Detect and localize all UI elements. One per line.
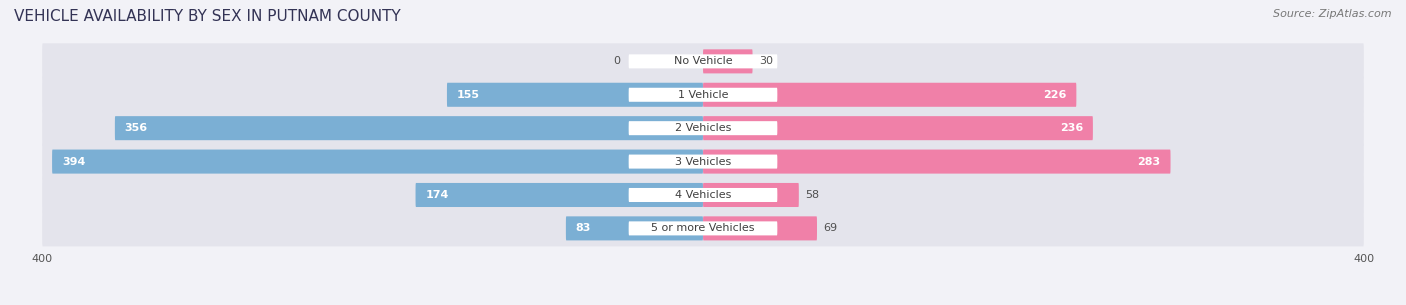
FancyBboxPatch shape xyxy=(628,155,778,169)
Legend: Male, Female: Male, Female xyxy=(641,301,765,305)
Text: 236: 236 xyxy=(1060,123,1083,133)
FancyBboxPatch shape xyxy=(42,110,1364,146)
FancyBboxPatch shape xyxy=(628,188,778,202)
FancyBboxPatch shape xyxy=(628,121,778,135)
Text: VEHICLE AVAILABILITY BY SEX IN PUTNAM COUNTY: VEHICLE AVAILABILITY BY SEX IN PUTNAM CO… xyxy=(14,9,401,24)
Text: 4 Vehicles: 4 Vehicles xyxy=(675,190,731,200)
Text: No Vehicle: No Vehicle xyxy=(673,56,733,66)
Text: 174: 174 xyxy=(426,190,449,200)
FancyBboxPatch shape xyxy=(52,149,703,174)
FancyBboxPatch shape xyxy=(703,149,1171,174)
FancyBboxPatch shape xyxy=(628,221,778,235)
FancyBboxPatch shape xyxy=(703,49,752,74)
Text: 226: 226 xyxy=(1043,90,1066,100)
Text: 69: 69 xyxy=(824,223,838,233)
FancyBboxPatch shape xyxy=(42,77,1364,113)
Text: 2 Vehicles: 2 Vehicles xyxy=(675,123,731,133)
FancyBboxPatch shape xyxy=(42,144,1364,180)
Text: 30: 30 xyxy=(759,56,773,66)
FancyBboxPatch shape xyxy=(115,116,703,140)
FancyBboxPatch shape xyxy=(703,183,799,207)
Text: 356: 356 xyxy=(125,123,148,133)
Text: 0: 0 xyxy=(613,56,620,66)
Text: 1 Vehicle: 1 Vehicle xyxy=(678,90,728,100)
Text: 283: 283 xyxy=(1137,156,1160,167)
FancyBboxPatch shape xyxy=(628,88,778,102)
Text: 155: 155 xyxy=(457,90,479,100)
FancyBboxPatch shape xyxy=(42,43,1364,79)
FancyBboxPatch shape xyxy=(703,83,1077,107)
Text: 394: 394 xyxy=(62,156,86,167)
FancyBboxPatch shape xyxy=(42,177,1364,213)
FancyBboxPatch shape xyxy=(703,116,1092,140)
Text: 83: 83 xyxy=(576,223,591,233)
FancyBboxPatch shape xyxy=(628,54,778,68)
FancyBboxPatch shape xyxy=(42,210,1364,246)
FancyBboxPatch shape xyxy=(565,216,703,240)
Text: 5 or more Vehicles: 5 or more Vehicles xyxy=(651,223,755,233)
FancyBboxPatch shape xyxy=(447,83,703,107)
FancyBboxPatch shape xyxy=(416,183,703,207)
FancyBboxPatch shape xyxy=(703,216,817,240)
Text: Source: ZipAtlas.com: Source: ZipAtlas.com xyxy=(1274,9,1392,19)
Text: 3 Vehicles: 3 Vehicles xyxy=(675,156,731,167)
Text: 58: 58 xyxy=(806,190,820,200)
